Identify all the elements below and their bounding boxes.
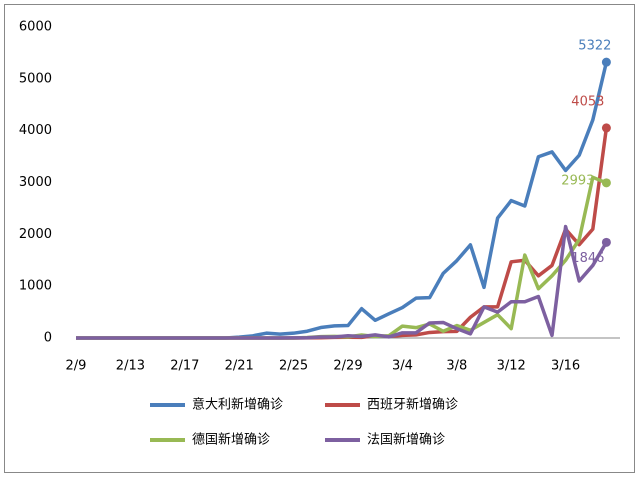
y-tick-label: 2000: [19, 227, 52, 242]
data-label: 1846: [571, 251, 604, 266]
x-tick-label: 2/29: [333, 359, 362, 374]
legend-label: 意大利新增确诊: [192, 397, 283, 413]
x-tick-label: 2/17: [170, 359, 199, 374]
data-label: 4053: [571, 94, 604, 109]
y-tick-label: 3000: [19, 175, 52, 190]
legend-label: 法国新增确诊: [367, 432, 445, 448]
legend-label: 西班牙新增确诊: [367, 397, 458, 413]
y-tick-label: 5000: [19, 71, 52, 86]
end-marker: [601, 237, 611, 247]
x-tick-label: 3/16: [551, 359, 580, 374]
end-marker: [601, 123, 611, 133]
y-tick-label: 4000: [19, 123, 52, 138]
x-tick-label: 3/8: [446, 359, 467, 374]
x-tick-label: 2/25: [279, 359, 308, 374]
end-marker: [601, 178, 611, 188]
y-tick-label: 0: [44, 331, 52, 346]
x-tick-label: 2/13: [116, 359, 145, 374]
x-tick-label: 3/12: [497, 359, 526, 374]
x-tick-label: 2/21: [225, 359, 254, 374]
y-tick-label: 1000: [19, 279, 52, 294]
data-label: 5322: [578, 39, 611, 54]
x-tick-label: 2/9: [66, 359, 87, 374]
end-marker: [601, 57, 611, 67]
legend-label: 德国新增确诊: [192, 432, 270, 448]
x-tick-label: 3/4: [392, 359, 413, 374]
y-tick-label: 6000: [19, 20, 52, 35]
data-label: 2993: [561, 173, 594, 188]
chart-border: [4, 4, 635, 473]
series-line: [76, 224, 608, 340]
